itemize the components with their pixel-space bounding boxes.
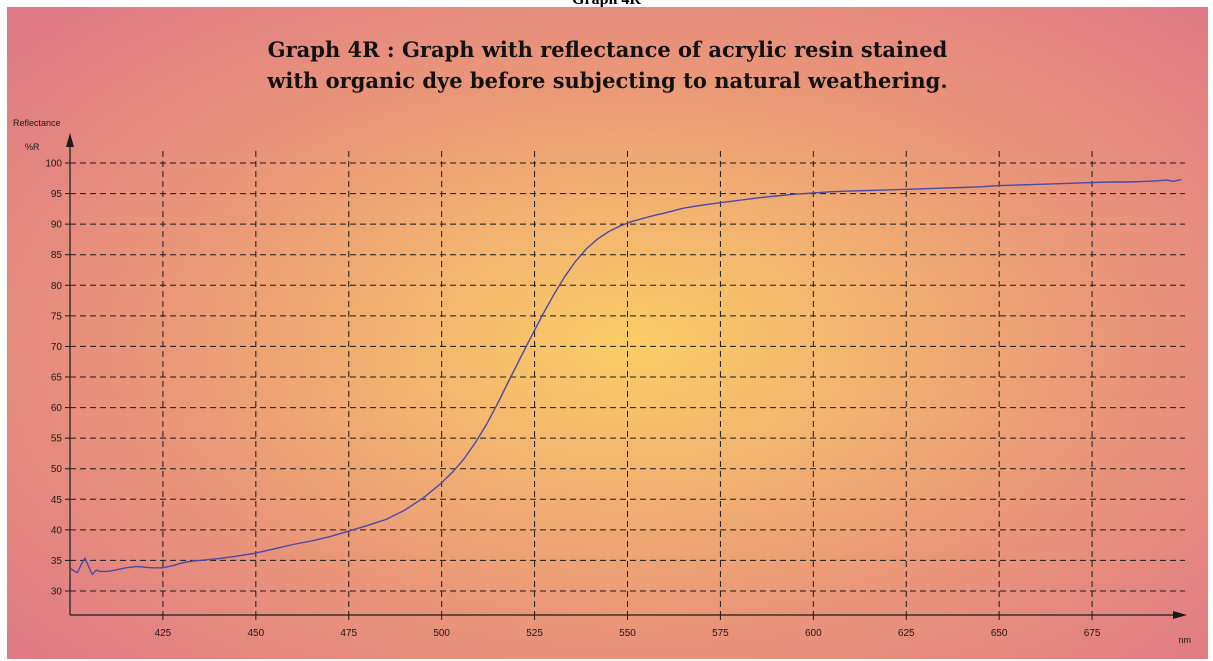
y-tick-label: 50 xyxy=(51,464,63,475)
y-tick-label: 85 xyxy=(51,250,63,261)
x-tick-label: 525 xyxy=(526,628,543,639)
y-tick-label: 70 xyxy=(51,342,63,353)
y-tick-label: 75 xyxy=(51,311,63,322)
x-tick-label: 625 xyxy=(898,628,915,639)
y-tick-label: 90 xyxy=(51,220,63,231)
x-tick-label: 650 xyxy=(991,628,1008,639)
chart-title-line-2: with organic dye before subjecting to na… xyxy=(267,68,948,93)
x-tick-label: 550 xyxy=(619,628,636,639)
x-tick-label: 575 xyxy=(712,628,729,639)
x-tick-label: 600 xyxy=(805,628,822,639)
y-tick-label: 40 xyxy=(51,525,63,536)
x-tick-label: 450 xyxy=(247,628,264,639)
reflectance-chart: 30 35 40 45 50 55 60 65 70 75 80 85 90 95 100 425 450 475… xyxy=(13,118,1191,645)
y-axis-label: Reflectance xyxy=(13,118,61,128)
y-tick-label: 35 xyxy=(51,556,63,567)
y-tick-label: 60 xyxy=(51,403,63,414)
y-tick-label: 100 xyxy=(45,159,62,170)
x-tick-label: 675 xyxy=(1084,628,1101,639)
y-tick-label: 95 xyxy=(51,189,63,200)
y-tick-label: 65 xyxy=(51,373,63,384)
page-caption: Graph 4R xyxy=(0,0,1213,9)
y-tick-label: 80 xyxy=(51,281,63,292)
x-axis-label: nm xyxy=(1178,635,1191,645)
y-axis-arrow xyxy=(66,133,74,147)
x-tick-label: 475 xyxy=(340,628,357,639)
chart-panel: Graph 4R : Graph with reflectance of acr… xyxy=(7,7,1208,659)
x-tick-label: 500 xyxy=(433,628,450,639)
y-tick-label: 45 xyxy=(51,495,63,506)
chart-title-line-1: Graph 4R : Graph with reflectance of acr… xyxy=(267,37,948,62)
x-axis-arrow xyxy=(1173,611,1187,619)
y-axis-unit: %R xyxy=(25,142,40,152)
y-tick-label: 55 xyxy=(51,434,63,445)
series-line-0 xyxy=(69,178,1182,576)
y-tick-label: 30 xyxy=(51,587,63,598)
x-tick-label: 425 xyxy=(155,628,172,639)
